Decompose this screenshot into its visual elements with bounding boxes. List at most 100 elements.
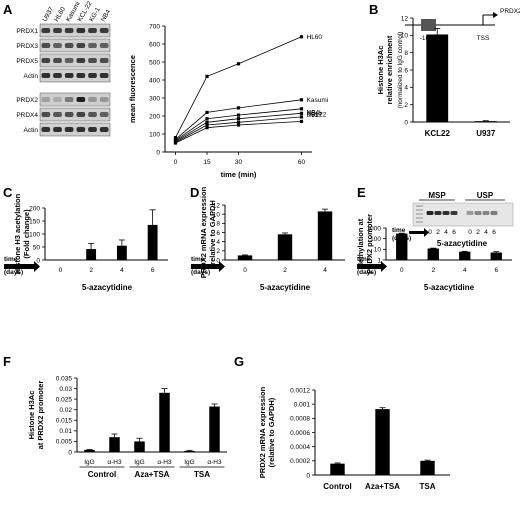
- blot-band: [53, 127, 62, 132]
- series-label: NB4: [307, 109, 320, 116]
- y-tick-label: 0: [156, 149, 160, 156]
- x-axis-label: 5-azacytidine: [82, 283, 133, 292]
- y-axis-label: Histone H3Ac: [376, 46, 385, 95]
- series-point: [236, 106, 241, 110]
- x-tick-label: Control: [323, 482, 351, 491]
- blot-row: [39, 68, 111, 83]
- blot-band: [88, 28, 97, 33]
- x-tick-label: Aza+TSA: [365, 482, 400, 491]
- time-label-unit: (days): [357, 269, 376, 276]
- lane-label: NB4: [100, 8, 113, 23]
- blot-band: [76, 58, 86, 63]
- blot-band: [64, 43, 74, 48]
- series-line: [175, 116, 302, 143]
- gel-time-label: time: [392, 227, 406, 234]
- blot-band: [88, 73, 97, 78]
- blot-row-label: Actin: [24, 73, 39, 80]
- series-point: [299, 107, 304, 111]
- series-line: [175, 121, 302, 144]
- x-tick-label: 15: [203, 159, 211, 166]
- y-tick-label: 300: [149, 95, 160, 102]
- y-axis-label: mean fluorescence: [128, 55, 137, 123]
- x-tick-label: 0: [59, 267, 63, 274]
- blot-row: [39, 92, 111, 107]
- blot-band: [99, 58, 109, 63]
- y-tick-label: 0.02: [59, 407, 72, 414]
- y-axis-label: PRDX2 mRNA expression: [199, 186, 208, 278]
- y-tick-label: 12: [401, 15, 409, 22]
- gel-band: [482, 211, 490, 215]
- blot-row: [39, 53, 111, 68]
- blot-band: [76, 97, 86, 102]
- y-tick-label: 0.0002: [290, 458, 310, 465]
- time-label-unit: (days): [191, 269, 210, 276]
- chart-d-bar: 0 2 4 6 8 10 12 0 2 4 PRDX2 mRNA expression relativ…: [191, 186, 345, 292]
- gel-band: [426, 211, 434, 215]
- y-tick-label: 50: [33, 244, 41, 251]
- gel-band: [490, 211, 498, 215]
- y-tick-label: 200: [29, 205, 40, 212]
- y-tick-label: 0.035: [56, 375, 73, 382]
- panel-label-a: A: [3, 2, 13, 17]
- y-tick-label: 10: [213, 211, 221, 218]
- gel-band: [442, 211, 450, 215]
- blot-band: [64, 127, 74, 132]
- y-tick-label: 0.01: [59, 428, 72, 435]
- series-point: [236, 117, 241, 121]
- chart-a-line: 0 100 200 300 400 500 600 700 0 15 30 60 time (min) m…: [128, 23, 328, 179]
- time-arrow: [191, 261, 225, 272]
- bar: [375, 409, 390, 475]
- gel-lane-label: 2: [436, 229, 440, 236]
- series-point: [299, 115, 304, 119]
- blot-band: [64, 112, 74, 117]
- blot-band: [88, 58, 97, 63]
- promoter-diagram-b: PRDX2-1657TSS: [405, 8, 520, 42]
- panel-label-e: E: [357, 185, 366, 200]
- series-point: [299, 111, 304, 115]
- blot-row-label: Actin: [24, 127, 39, 134]
- y-axis-label: relative enrichment: [385, 35, 394, 104]
- series-point: [205, 126, 209, 130]
- y-tick-label: 8: [216, 221, 220, 228]
- bar: [490, 252, 502, 260]
- blot-band: [76, 28, 86, 33]
- x-tick-label: KCL22: [425, 129, 451, 138]
- group-label: Aza+TSA: [135, 470, 170, 479]
- blot-band: [53, 97, 62, 102]
- blot-band: [99, 43, 109, 48]
- y-tick-label: 0.025: [56, 396, 73, 403]
- y-tick-label: 0: [68, 449, 72, 456]
- series-point: [205, 123, 209, 127]
- blot-row-label: PRDX5: [16, 58, 38, 65]
- bar: [116, 245, 127, 260]
- y-tick-label: 100: [149, 131, 160, 138]
- y-axis-label: PRDX2 promoter: [365, 214, 374, 274]
- time-arrow: [357, 261, 387, 272]
- series-point: [236, 113, 241, 117]
- blot-band: [76, 73, 86, 78]
- group-label: TSA: [194, 470, 210, 479]
- y-tick-label: 500: [149, 59, 160, 66]
- gel-lane-label: 6: [452, 229, 456, 236]
- y-tick-label: 0.03: [59, 386, 72, 393]
- x-axis-label: 5-azacytidine: [424, 283, 475, 292]
- y-axis-label: Histone H3Ac: [27, 391, 36, 440]
- y-tick-label: 0.005: [56, 439, 73, 446]
- y-tick-label: 200: [149, 113, 160, 120]
- blot-band: [99, 97, 109, 102]
- gel-usp-label: USP: [477, 191, 494, 200]
- gel-band: [450, 211, 458, 215]
- x-tick-label: U937: [476, 129, 496, 138]
- series-point: [299, 35, 304, 39]
- y-tick-label: 400: [149, 77, 160, 84]
- blot-band: [41, 43, 51, 48]
- bar: [147, 224, 158, 260]
- blot-band: [88, 127, 97, 132]
- time-label-unit: (days): [4, 269, 23, 276]
- bar: [84, 449, 95, 452]
- blot-row-label: PRDX4: [16, 112, 38, 119]
- series-line: [175, 112, 302, 142]
- y-axis-sublabel: (normalized to IgG control): [397, 32, 404, 109]
